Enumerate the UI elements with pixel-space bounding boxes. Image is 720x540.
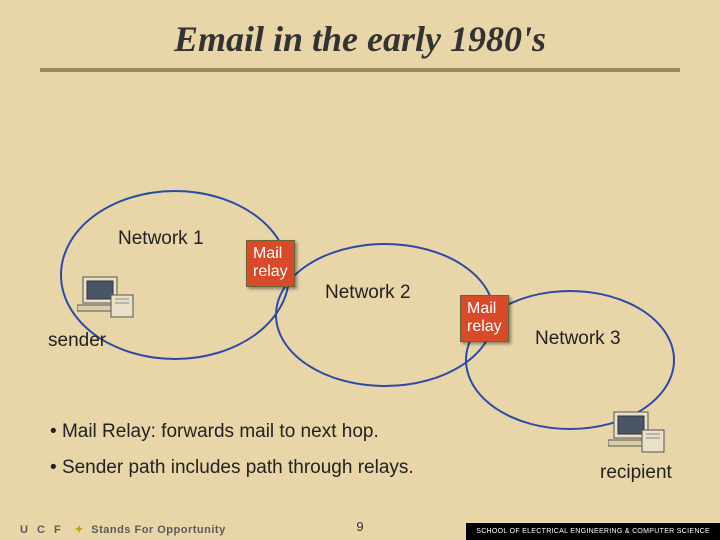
footer-school: SCHOOL OF ELECTRICAL ENGINEERING & COMPU… [466,523,720,540]
relay-1-line1: Mail [253,245,282,262]
bullet-list: • Mail Relay: forwards mail to next hop.… [50,414,414,486]
relay-2-line2: relay [467,318,502,335]
ucf-logo-text: U C F [20,524,64,536]
bullet-1: • Mail Relay: forwards mail to next hop. [50,414,414,450]
bullet-2: • Sender path includes path through rela… [50,450,414,486]
network-1-label: Network 1 [118,228,204,250]
recipient-computer-icon [608,410,666,460]
sender-computer-icon [77,275,135,325]
slide-title: Email in the early 1980's [0,0,720,60]
sender-label: sender [48,330,106,352]
footer-tagline: Stands For Opportunity [91,524,225,536]
page-number: 9 [356,519,363,534]
mail-relay-2: Mail relay [460,295,509,342]
title-rule [40,68,680,72]
diagram-area: Network 1 Network 2 Network 3 Mail relay… [0,100,720,450]
footer: U C F ✦ Stands For Opportunity 9 SCHOOL … [0,512,720,540]
recipient-label: recipient [600,462,672,484]
network-2-label: Network 2 [325,282,411,304]
relay-2-line1: Mail [467,300,496,317]
mail-relay-1: Mail relay [246,240,295,287]
network-3-label: Network 3 [535,328,621,350]
relay-1-line2: relay [253,263,288,280]
footer-brand: U C F ✦ Stands For Opportunity [20,523,226,536]
